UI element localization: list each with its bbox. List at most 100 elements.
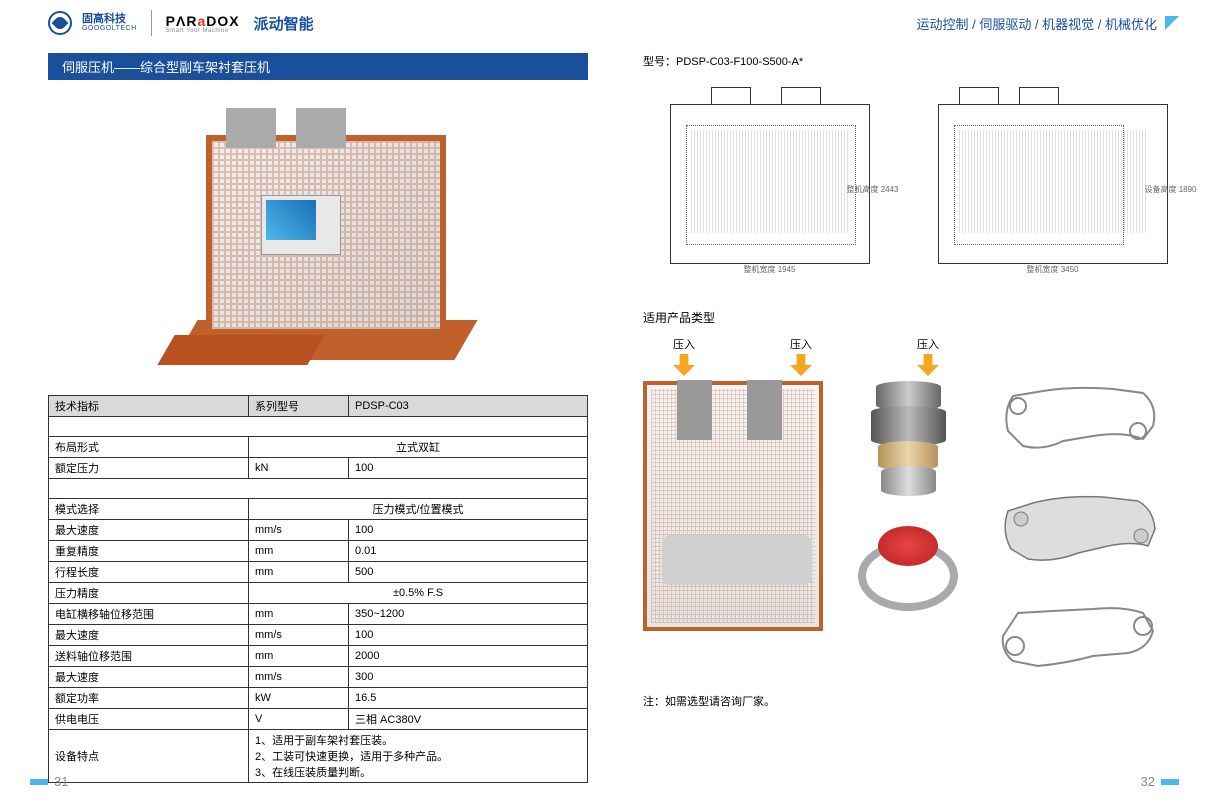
header-nav: 运动控制 / 伺服驱动 / 机器视觉 / 机械优化 bbox=[916, 14, 1179, 33]
table-row: 重复精度mm0.01 bbox=[49, 541, 588, 562]
arrow-label: 压入 bbox=[790, 336, 812, 352]
cell: 压力模式/位置模式 bbox=[249, 499, 588, 520]
table-row: 设备特点1、适用于副车架衬套压装。 2、工装可快速更换，适用于多种产品。 3、在… bbox=[49, 730, 588, 783]
cell: 300 bbox=[349, 667, 588, 688]
table-row: 送料轴位移范围mm2000 bbox=[49, 646, 588, 667]
paradox-sub: Smart Your Machine bbox=[166, 28, 240, 34]
cell: 重复精度 bbox=[49, 541, 249, 562]
arrow-down-icon bbox=[673, 354, 695, 376]
brand2: 派动智能 bbox=[254, 13, 314, 34]
cell: mm/s bbox=[249, 667, 349, 688]
arrow-down-icon bbox=[790, 354, 812, 376]
cell: mm bbox=[249, 562, 349, 583]
table-header-row: 技术指标 系列型号 PDSP-C03 bbox=[49, 396, 588, 417]
cell: 压力精度 bbox=[49, 583, 249, 604]
table-row: 最大速度mm/s100 bbox=[49, 520, 588, 541]
cell: 16.5 bbox=[349, 688, 588, 709]
cell: 1、适用于副车架衬套压装。 2、工装可快速更换，适用于多种产品。 3、在线压装质… bbox=[249, 730, 588, 783]
gap bbox=[49, 479, 588, 499]
paradox-a: PΛR bbox=[166, 13, 198, 29]
dim-right-1: 整机高度 2443 bbox=[846, 184, 898, 195]
cell: 模式选择 bbox=[49, 499, 249, 520]
table-row: 最大速度mm/s100 bbox=[49, 625, 588, 646]
cell: 100 bbox=[349, 458, 588, 479]
page-num-text: 31 bbox=[54, 774, 68, 789]
cell: V bbox=[249, 709, 349, 730]
right-column: 型号：PDSP-C03-F100-S500-A* 整机宽度 1945 整机高度 … bbox=[643, 53, 1179, 783]
subframe-parts bbox=[993, 381, 1173, 681]
triangle-icon bbox=[1165, 16, 1179, 30]
technical-drawings: 整机宽度 1945 整机高度 2443 整机宽度 3450 设备高度 1890 bbox=[643, 89, 1179, 279]
googol-logo-icon bbox=[48, 11, 72, 35]
cell: 额定功率 bbox=[49, 688, 249, 709]
cell: 供电电压 bbox=[49, 709, 249, 730]
dim-right-2: 设备高度 1890 bbox=[1144, 184, 1196, 195]
paradox-b: a bbox=[197, 13, 206, 29]
page-bar-icon bbox=[30, 779, 48, 785]
arrows-row: 压入 压入 压入 bbox=[643, 336, 1179, 376]
brand1-cn: 固高科技 bbox=[82, 14, 137, 25]
cell: mm/s bbox=[249, 625, 349, 646]
ring-component bbox=[838, 521, 978, 621]
product-render bbox=[111, 90, 541, 380]
product-components bbox=[838, 381, 978, 621]
content: 伺服压机——综合型副车架衬套压机 技术指标 系列型号 PDSP-C03 布局形式… bbox=[0, 45, 1209, 783]
page-number-left: 31 bbox=[30, 774, 68, 789]
left-column: 伺服压机——综合型副车架衬套压机 技术指标 系列型号 PDSP-C03 布局形式… bbox=[48, 53, 603, 783]
table-row: 压力精度±0.5% F.S bbox=[49, 583, 588, 604]
cell: 350~1200 bbox=[349, 604, 588, 625]
cell: 电缸横移轴位移范围 bbox=[49, 604, 249, 625]
table-row: 最大速度mm/s300 bbox=[49, 667, 588, 688]
cell: 最大速度 bbox=[49, 625, 249, 646]
table-row: 模式选择压力模式/位置模式 bbox=[49, 499, 588, 520]
cell: 2000 bbox=[349, 646, 588, 667]
arrow-down-icon bbox=[917, 354, 939, 376]
cell: kN bbox=[249, 458, 349, 479]
cell: kW bbox=[249, 688, 349, 709]
drawing-side: 整机宽度 3450 设备高度 1890 bbox=[926, 89, 1179, 279]
subframe-2 bbox=[993, 491, 1163, 571]
cell: 0.01 bbox=[349, 541, 588, 562]
page-num-text: 32 bbox=[1141, 774, 1155, 789]
cell: 最大速度 bbox=[49, 520, 249, 541]
cell: 500 bbox=[349, 562, 588, 583]
cell: 行程长度 bbox=[49, 562, 249, 583]
cell: 设备特点 bbox=[49, 730, 249, 783]
th-tech: 技术指标 bbox=[49, 396, 249, 417]
note: 注：如需选型请咨询厂家。 bbox=[643, 693, 1179, 709]
cell: 送料轴位移范围 bbox=[49, 646, 249, 667]
model-label: 型号：PDSP-C03-F100-S500-A* bbox=[643, 53, 1179, 69]
brand1-en: GOOGOLTECH bbox=[82, 25, 137, 32]
subframe-1 bbox=[993, 381, 1163, 461]
spec-table: 技术指标 系列型号 PDSP-C03 布局形式立式双缸额定压力kN100 模式选… bbox=[48, 395, 588, 783]
paradox-c: DOX bbox=[206, 13, 239, 29]
section-title: 伺服压机——综合型副车架衬套压机 bbox=[48, 53, 588, 80]
bushing-stack bbox=[866, 381, 951, 506]
cell: mm bbox=[249, 646, 349, 667]
arrow-label: 压入 bbox=[917, 336, 939, 352]
cell: mm bbox=[249, 541, 349, 562]
product-grid bbox=[643, 381, 1179, 681]
table-row: 供电电压V三相 AC380V bbox=[49, 709, 588, 730]
logo-group: 固高科技 GOOGOLTECH PΛRaDOX Smart Your Machi… bbox=[48, 10, 314, 36]
arrow-1: 压入 bbox=[673, 336, 695, 376]
table-row: 额定功率kW16.5 bbox=[49, 688, 588, 709]
paradox-brand: PΛRaDOX Smart Your Machine bbox=[166, 13, 240, 34]
table-row: 额定压力kN100 bbox=[49, 458, 588, 479]
nav-text: 运动控制 / 伺服驱动 / 机器视觉 / 机械优化 bbox=[916, 14, 1157, 33]
cell: 最大速度 bbox=[49, 667, 249, 688]
table-row: 行程长度mm500 bbox=[49, 562, 588, 583]
page-bar-icon bbox=[1161, 779, 1179, 785]
cell: 三相 AC380V bbox=[349, 709, 588, 730]
table-row: 电缸横移轴位移范围mm350~1200 bbox=[49, 604, 588, 625]
cell: mm/s bbox=[249, 520, 349, 541]
th-model: PDSP-C03 bbox=[349, 396, 588, 417]
cell: 额定压力 bbox=[49, 458, 249, 479]
applicable-title: 适用产品类型 bbox=[643, 309, 1179, 326]
divider bbox=[151, 10, 152, 36]
cell: 100 bbox=[349, 625, 588, 646]
cell: mm bbox=[249, 604, 349, 625]
table-row: 布局形式立式双缸 bbox=[49, 437, 588, 458]
product-machine-view bbox=[643, 381, 823, 641]
page-number-right: 32 bbox=[1141, 774, 1179, 789]
